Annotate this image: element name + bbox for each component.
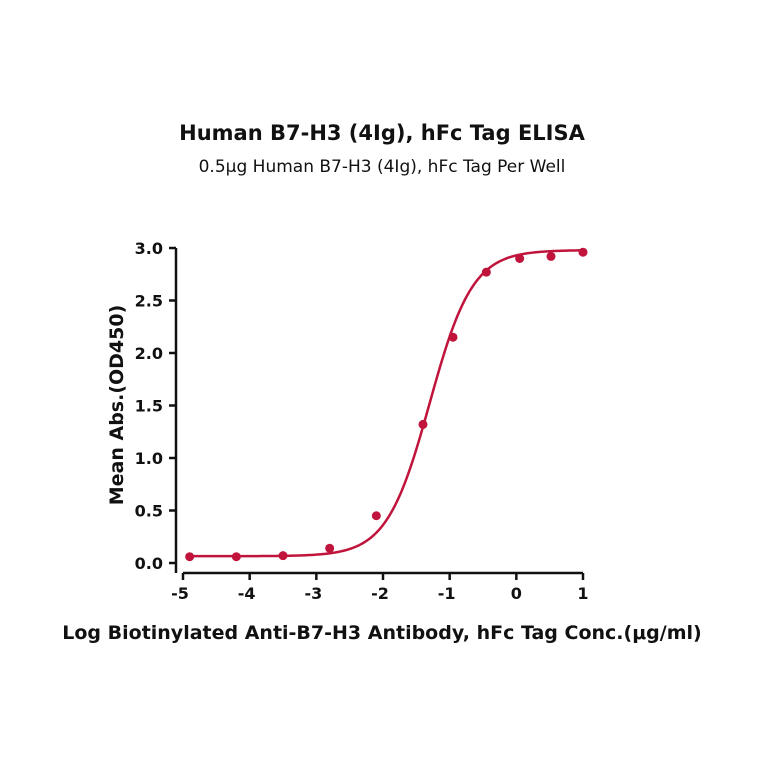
data-point xyxy=(185,552,195,562)
x-tick-label: 1 xyxy=(577,584,588,603)
data-point xyxy=(515,254,525,263)
fit-curve xyxy=(189,249,584,558)
x-tick-label: -1 xyxy=(438,584,456,603)
data-point xyxy=(578,247,588,257)
data-point xyxy=(546,251,556,261)
y-tick-label: 3.0 xyxy=(135,239,163,258)
y-tick-label: 1.0 xyxy=(135,449,163,468)
tick-labels: 0.0 0.5 1.0 1.5 2.0 2.5 3.0 -5 -4 -3 -2 -1 0 1 xyxy=(135,239,589,603)
data-point xyxy=(231,552,241,562)
x-tick-label: -4 xyxy=(238,584,256,603)
y-tick-label: 0.0 xyxy=(135,554,163,573)
y-tick-label: 1.5 xyxy=(135,397,163,416)
chart-subtitle: 0.5μg Human B7-H3 (4Ig), hFc Tag Per Wel… xyxy=(198,157,566,177)
axes xyxy=(169,246,585,580)
data-point xyxy=(418,419,428,429)
data-point xyxy=(325,543,335,553)
data-points xyxy=(185,247,588,562)
y-axis-label: Mean Abs.(OD450) xyxy=(106,305,128,506)
data-point xyxy=(278,551,288,561)
y-tick-label: 2.5 xyxy=(135,292,163,311)
data-point xyxy=(371,511,381,521)
x-tick-label: -2 xyxy=(371,584,389,603)
data-point xyxy=(481,267,491,277)
data-point xyxy=(448,332,458,342)
x-tick-label: 0 xyxy=(511,584,522,603)
y-tick-label: 2.0 xyxy=(135,344,163,363)
x-axis-label: Log Biotinylated Anti-B7-H3 Antibody, hF… xyxy=(62,622,701,644)
chart-title: Human B7-H3 (4Ig), hFc Tag ELISA xyxy=(179,121,585,145)
y-tick-label: 0.5 xyxy=(135,502,163,521)
x-tick-label: -3 xyxy=(304,584,322,603)
x-tick-label: -5 xyxy=(171,584,189,603)
